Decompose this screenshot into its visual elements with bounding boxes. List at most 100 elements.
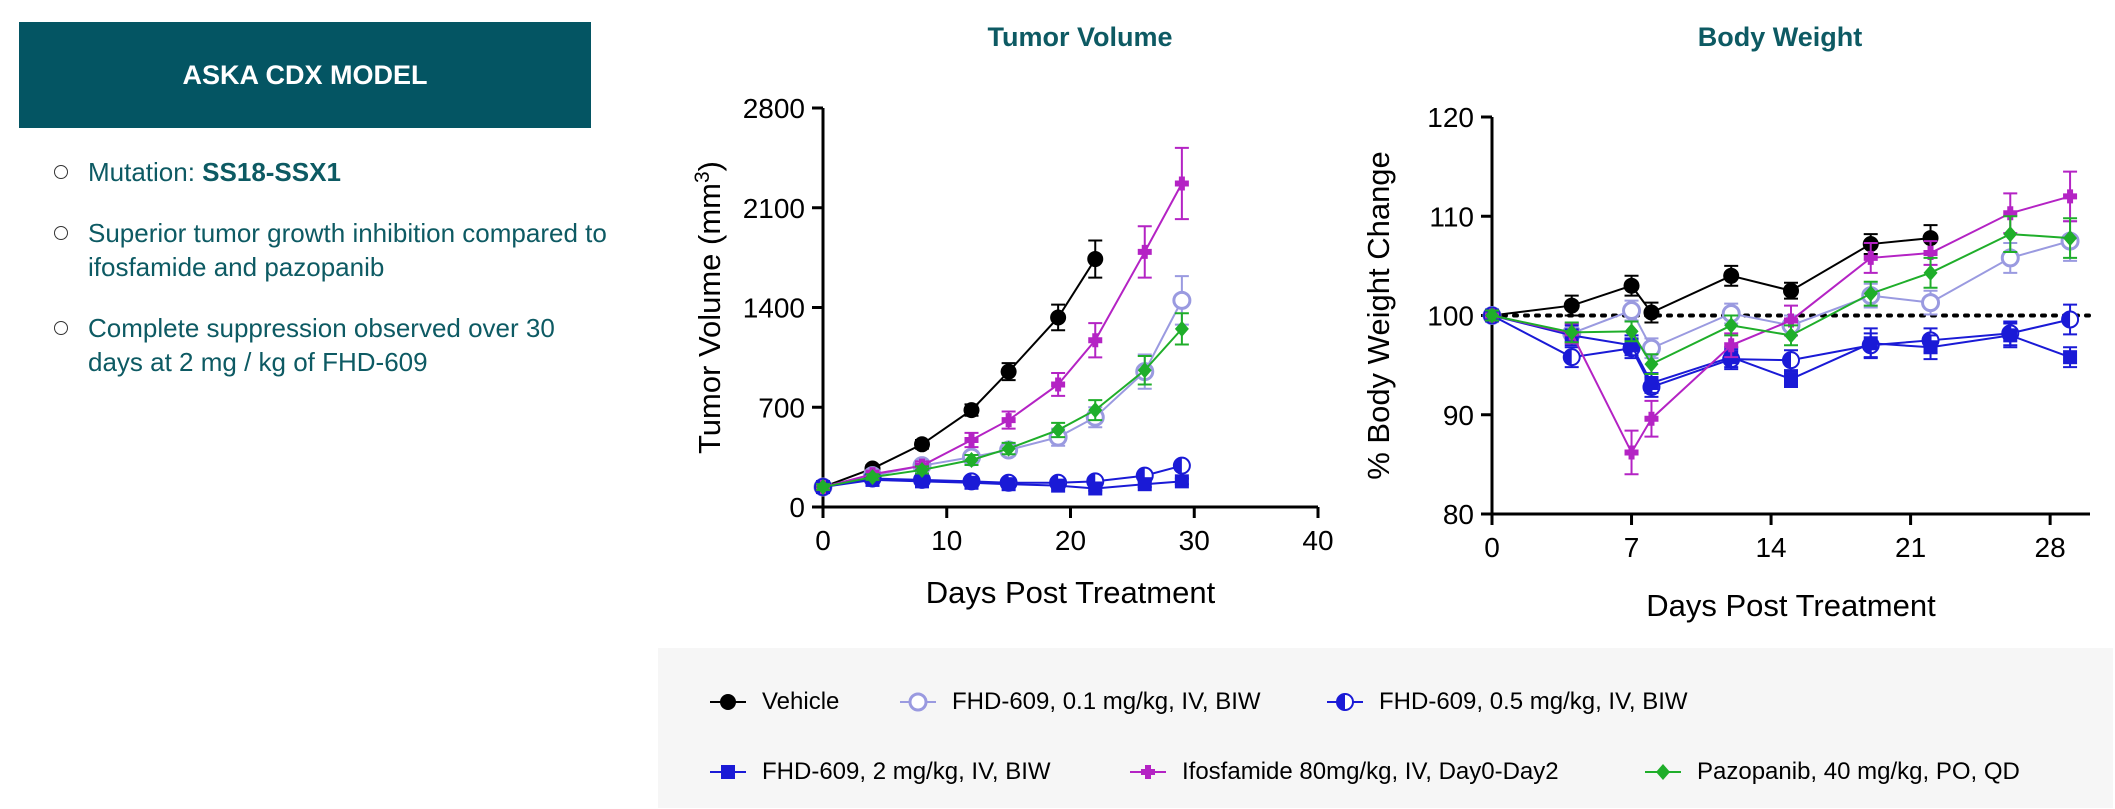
data-point-ifos bbox=[1724, 338, 1739, 353]
data-point-pazo bbox=[2063, 230, 2078, 247]
data-point-fhd05 bbox=[1172, 456, 1191, 475]
y-axis-label: % Body Weight Change bbox=[1361, 151, 1396, 480]
legend-item-fhd01: FHD-609, 0.1 mg/kg, IV, BIW bbox=[898, 688, 1261, 716]
series-fhd05 bbox=[1483, 303, 2080, 398]
legend-marker-shape bbox=[1656, 764, 1670, 780]
x-tick-label: 7 bbox=[1624, 532, 1640, 563]
series-line-fhd01 bbox=[1491, 240, 2071, 350]
data-point-pazo bbox=[1137, 362, 1152, 379]
y-tick-label: 700 bbox=[758, 392, 805, 423]
series-line-fhd2 bbox=[1491, 314, 2071, 385]
data-point-fhd2 bbox=[1863, 336, 1878, 351]
data-point-pazo bbox=[1863, 285, 1878, 302]
data-point-ifos bbox=[1001, 413, 1016, 428]
legend-label-pazo: Pazopanib, 40 mg/kg, PO, QD bbox=[1697, 758, 2020, 785]
data-point-vehicle bbox=[1643, 304, 1660, 321]
bullet-inhibition: Superior tumor growth inhibition compare… bbox=[50, 216, 610, 284]
data-point-ifos bbox=[964, 433, 979, 448]
data-point-vehicle bbox=[1922, 230, 1939, 247]
data-point-ifos bbox=[1624, 445, 1639, 460]
bullet-suppression-text: Complete suppression observed over 30 da… bbox=[88, 313, 555, 377]
data-point-vehicle bbox=[914, 436, 930, 453]
data-point-fhd2 bbox=[1137, 477, 1152, 492]
data-point-pazo bbox=[915, 461, 929, 478]
y-axis-label: Tumor Volume (mm3) bbox=[691, 161, 728, 454]
body-weight-chart: 0 7 14 21 28 80 90 100 110 120 Days Post Treatment… bbox=[1361, 102, 2092, 623]
legend-marker-shape bbox=[1336, 693, 1354, 711]
data-point-pazo bbox=[1001, 440, 1016, 457]
legend-marker-shape bbox=[1141, 765, 1155, 779]
data-point-pazo bbox=[1564, 324, 1579, 341]
data-point-fhd01 bbox=[1172, 290, 1192, 310]
data-point-vehicle bbox=[1623, 277, 1640, 294]
y-tick-label: 90 bbox=[1443, 400, 1474, 431]
series-line-vehicle bbox=[1491, 237, 1931, 317]
data-point-ifos bbox=[2063, 189, 2078, 204]
y-tick-label: 2800 bbox=[743, 93, 805, 124]
series-pazo bbox=[1485, 215, 2078, 376]
series-ifos bbox=[816, 146, 1189, 495]
y-tick-label: 1400 bbox=[743, 293, 805, 324]
data-point-fhd2 bbox=[1174, 474, 1189, 489]
data-point-fhd2 bbox=[1923, 340, 1938, 355]
x-tick-label: 14 bbox=[1755, 532, 1786, 563]
legend-marker-shape bbox=[721, 765, 735, 779]
data-point-fhd2 bbox=[964, 475, 979, 490]
tumor-volume-chart: 0 10 20 30 40 0 700 1400 2100 2800 Days Post Treat… bbox=[691, 93, 1334, 610]
data-point-fhd2 bbox=[2003, 328, 2018, 343]
x-axis-label: Days Post Treatment bbox=[1646, 588, 1936, 623]
x-tick-label: 0 bbox=[1484, 532, 1500, 563]
data-point-pazo bbox=[1051, 422, 1066, 439]
y-tick-label: 110 bbox=[1429, 201, 1474, 232]
data-point-pazo bbox=[1485, 307, 1499, 324]
key-findings-list: Mutation: SS18-SSX1 Superior tumor growt… bbox=[50, 155, 610, 406]
legend-item-vehicle: Vehicle bbox=[708, 688, 839, 716]
y-tick-label: 80 bbox=[1443, 499, 1474, 530]
legend-item-pazo: Pazopanib, 40 mg/kg, PO, QD bbox=[1643, 758, 2020, 786]
legend: Vehicle FHD-609, 0.1 mg/kg, IV, BIW FHD-… bbox=[658, 648, 2113, 808]
bullet-mutation: Mutation: SS18-SSX1 bbox=[50, 155, 610, 189]
data-point-ifos bbox=[1088, 333, 1103, 348]
data-point-pazo bbox=[2003, 226, 2018, 243]
data-point-vehicle bbox=[1563, 297, 1580, 314]
data-point-pazo bbox=[1088, 402, 1103, 419]
y-tick-label: 100 bbox=[1427, 301, 1474, 332]
data-point-fhd05 bbox=[2061, 310, 2080, 329]
data-point-fhd05 bbox=[1562, 348, 1581, 367]
y-tick-label: 0 bbox=[789, 492, 805, 523]
data-point-pazo bbox=[816, 479, 830, 496]
bullet-suppression: Complete suppression observed over 30 da… bbox=[50, 311, 610, 379]
series-vehicle bbox=[1484, 224, 1939, 324]
legend-item-fhd05: FHD-609, 0.5 mg/kg, IV, BIW bbox=[1325, 688, 1688, 716]
legend-label-fhd2: FHD-609, 2 mg/kg, IV, BIW bbox=[762, 758, 1051, 785]
bullet-circle-icon bbox=[54, 226, 68, 240]
legend-marker-fhd01 bbox=[900, 692, 936, 712]
x-tick-label: 40 bbox=[1302, 525, 1333, 556]
legend-marker-ifos bbox=[1130, 765, 1166, 779]
data-point-fhd2 bbox=[1001, 477, 1016, 492]
data-point-pazo bbox=[1624, 323, 1639, 340]
legend-label-ifos: Ifosfamide 80mg/kg, IV, Day0-Day2 bbox=[1182, 758, 1559, 785]
data-point-vehicle bbox=[1087, 251, 1104, 268]
data-point-pazo bbox=[1724, 317, 1739, 334]
series-pazo bbox=[816, 312, 1189, 496]
data-point-vehicle bbox=[1783, 282, 1799, 299]
legend-marker-fhd05 bbox=[1327, 693, 1363, 711]
x-tick-label: 28 bbox=[2035, 532, 2066, 563]
data-point-pazo bbox=[1923, 264, 1938, 281]
y-tick-label: 120 bbox=[1427, 102, 1474, 133]
x-tick-label: 20 bbox=[1055, 525, 1086, 556]
data-point-fhd2 bbox=[1088, 481, 1103, 496]
data-point-ifos bbox=[2003, 206, 2018, 221]
data-point-fhd05 bbox=[1782, 351, 1800, 370]
data-point-pazo bbox=[1644, 356, 1659, 373]
legend-item-fhd2: FHD-609, 2 mg/kg, IV, BIW bbox=[708, 758, 1051, 786]
legend-label-vehicle: Vehicle bbox=[762, 688, 840, 715]
bullet-mutation-prefix: Mutation: bbox=[88, 157, 203, 187]
series-line-fhd05 bbox=[1491, 314, 2071, 389]
data-point-pazo bbox=[1174, 320, 1189, 337]
legend-marker-pazo bbox=[1645, 764, 1681, 780]
data-point-fhd2 bbox=[915, 474, 929, 489]
bullet-inhibition-text: Superior tumor growth inhibition compare… bbox=[88, 218, 607, 282]
x-axis-label: Days Post Treatment bbox=[926, 575, 1216, 610]
